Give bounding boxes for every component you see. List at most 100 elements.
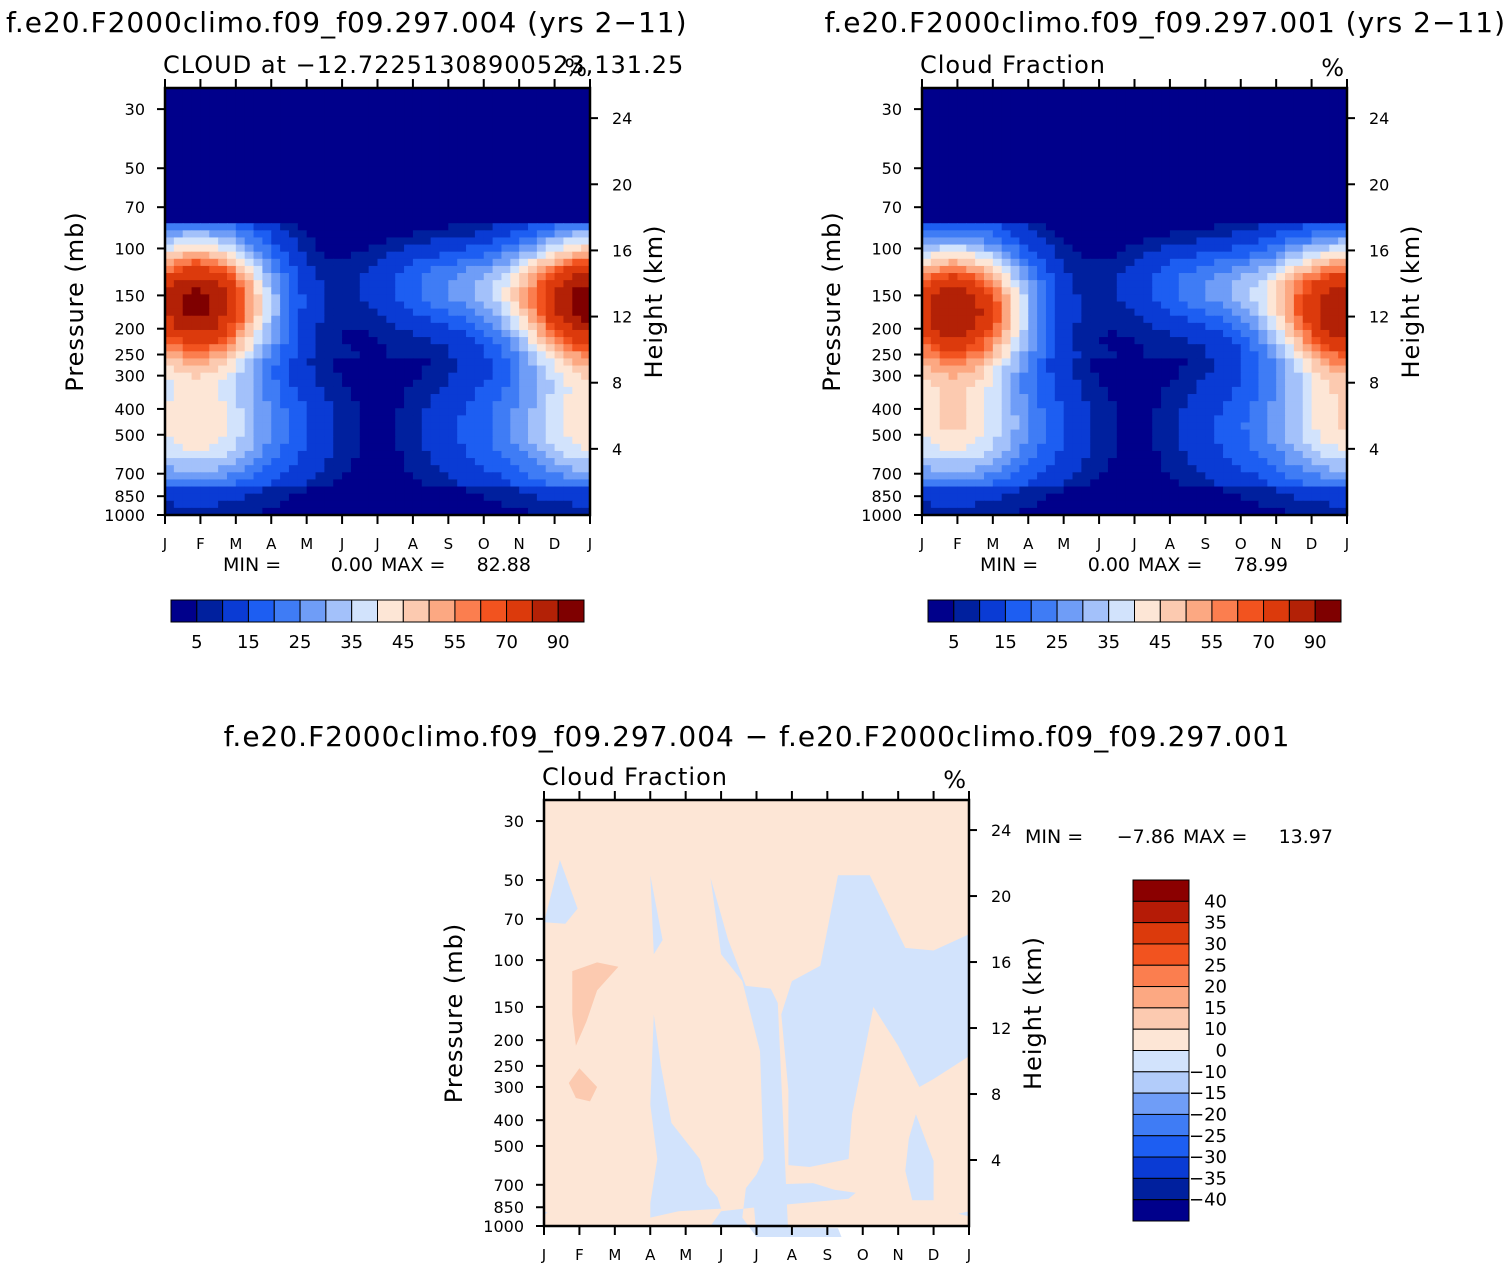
contour-cell [563, 465, 573, 473]
contour-cell [244, 280, 255, 288]
contour-cell [563, 308, 573, 317]
contour-cell [1187, 159, 1198, 167]
contour-cell [1338, 251, 1348, 260]
contour-cell [510, 372, 520, 381]
contour-cell [359, 116, 370, 125]
contour-cell [957, 379, 967, 388]
contour-cell [430, 130, 441, 139]
contour-cell [1293, 88, 1304, 96]
contour-cell [1081, 166, 1091, 174]
contour-cell [1276, 201, 1286, 210]
contour-cell [1116, 280, 1127, 288]
contour-cell [404, 173, 414, 182]
contour-cell [1107, 329, 1118, 338]
contour-cell [404, 187, 414, 196]
contour-cell [492, 201, 503, 210]
contour-cell [545, 507, 556, 516]
contour-cell [1293, 194, 1304, 203]
contour-cell [992, 280, 1003, 288]
contour-cell [1161, 230, 1171, 239]
contour-cell [191, 223, 202, 231]
contour-cell [1205, 280, 1215, 288]
contour-cell [1099, 237, 1109, 246]
contour-cell [992, 351, 1003, 360]
contour-cell [421, 280, 432, 288]
contour-cell [297, 159, 308, 167]
contour-cell [1267, 258, 1277, 267]
contour-cell [386, 394, 396, 402]
contour-cell [342, 386, 352, 395]
contour-cell [1329, 130, 1339, 139]
contour-cell [572, 88, 582, 96]
contour-cell [404, 180, 414, 189]
contour-cell [1205, 216, 1215, 224]
contour-cell [563, 301, 573, 310]
contour-cell [226, 322, 237, 331]
contour-cell [957, 102, 967, 110]
contour-cell [1001, 109, 1012, 118]
contour-cell [581, 386, 591, 395]
contour-cell [1037, 216, 1047, 224]
contour-cell [528, 422, 538, 431]
contour-cell [173, 130, 184, 139]
contour-cell [404, 280, 414, 288]
contour-cell [939, 251, 950, 260]
contour-cell [1010, 315, 1020, 324]
contour-cell [280, 280, 290, 288]
contour-cell [510, 237, 520, 246]
contour-cell [395, 287, 405, 295]
contour-cell [1099, 180, 1109, 189]
contour-cell [173, 358, 184, 367]
contour-cell [359, 251, 370, 260]
contour-cell [957, 88, 967, 96]
contour-cell [1143, 280, 1153, 288]
contour-cell [501, 201, 511, 210]
contour-cell [448, 422, 458, 431]
contour-cell [359, 329, 370, 338]
contour-cell [165, 365, 175, 374]
contour-cell [1338, 294, 1348, 303]
contour-cell [939, 358, 950, 367]
contour-cell [165, 358, 175, 367]
contour-cell [1152, 265, 1162, 274]
contour-cell [404, 337, 414, 345]
contour-cell [1107, 130, 1118, 139]
contour-cell [1320, 344, 1330, 352]
contour-cell [1214, 294, 1224, 303]
contour-cell [939, 258, 950, 267]
contour-cell [1223, 351, 1233, 360]
contour-cell [1178, 123, 1189, 132]
contour-cell [1214, 208, 1224, 217]
contour-cell [1338, 322, 1348, 331]
contour-cell [483, 166, 494, 174]
contour-cell [191, 180, 202, 189]
contour-cell [1178, 180, 1189, 189]
contour-cell [1249, 358, 1260, 367]
contour-cell [1205, 187, 1215, 196]
contour-cell [182, 408, 193, 416]
contour-cell [992, 273, 1003, 281]
contour-cell [288, 273, 299, 281]
contour-cell [430, 415, 441, 424]
contour-cell [483, 95, 494, 103]
contour-cell [1063, 372, 1074, 381]
contour-cell [386, 379, 396, 388]
contour-cell [182, 308, 193, 317]
contour-cell [368, 301, 379, 310]
contour-cell [271, 351, 281, 360]
contour-cell [1240, 137, 1251, 146]
contour-cell [572, 230, 582, 239]
contour-cell [315, 493, 325, 502]
contour-cell [262, 493, 272, 502]
contour-cell [333, 159, 343, 167]
contour-cell [563, 493, 573, 502]
contour-cell [306, 88, 317, 96]
contour-cell [368, 450, 379, 459]
contour-cell [483, 507, 494, 516]
contour-cell [288, 102, 299, 110]
contour-cell [581, 123, 591, 132]
contour-cell [1116, 337, 1127, 345]
contour-cell [165, 123, 175, 132]
contour-cell [350, 358, 361, 367]
contour-cell [191, 194, 202, 203]
